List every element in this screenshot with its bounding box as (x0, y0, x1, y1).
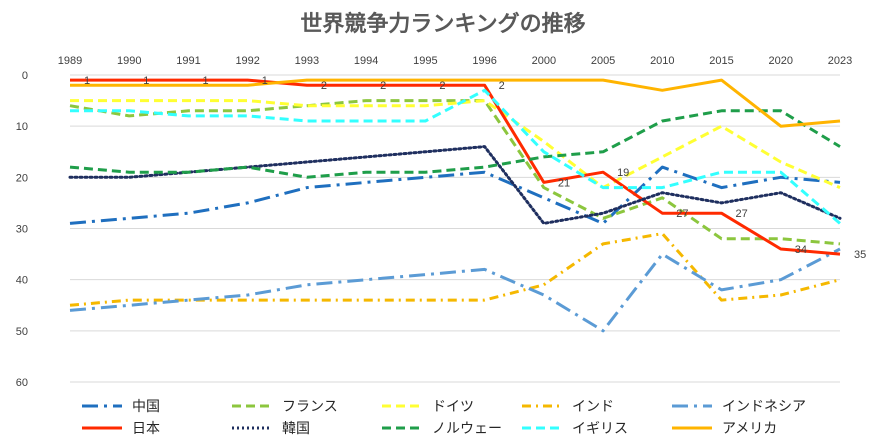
x-tick-label: 2020 (769, 55, 793, 67)
series-line-1 (69, 99, 841, 246)
legend-label-1: フランス (282, 399, 338, 415)
x-tick-label: 1993 (295, 55, 319, 67)
x-tick-label: 1996 (472, 55, 496, 67)
series-lines (68, 78, 842, 333)
japan-data-label: 27 (736, 208, 748, 220)
japan-data-label: 1 (202, 75, 208, 87)
grid-lines (70, 74, 840, 383)
chart-title: 世界競争力ランキングの推移 (300, 11, 585, 37)
legend-label-2: ドイツ (432, 399, 474, 415)
japan-data-label: 2 (499, 80, 505, 92)
x-tick-label: 2015 (709, 55, 733, 67)
x-tick-label: 1994 (354, 55, 378, 67)
x-tick-label: 2005 (591, 55, 615, 67)
legend-label-0: 中国 (132, 399, 160, 415)
japan-data-label: 34 (795, 244, 807, 256)
legend-label-5: 日本 (132, 421, 160, 437)
x-tick-label: 2000 (532, 55, 556, 67)
y-tick-label: 10 (16, 121, 28, 133)
legend-label-4: インドネシア (722, 399, 806, 415)
japan-data-label: 27 (676, 208, 688, 220)
y-tick-label: 40 (16, 275, 28, 287)
data-labels: 1 1 1 1 2 2 2 2 21 19 27 27 34 35 (84, 75, 866, 261)
legend-label-7: ノルウェー (432, 421, 502, 437)
x-tick-label: 1989 (58, 55, 82, 67)
x-tick-label: 1990 (117, 55, 141, 67)
series-line-9 (70, 78, 841, 128)
series-line-4 (69, 247, 841, 333)
japan-data-label: 1 (143, 75, 149, 87)
y-tick-label: 30 (16, 224, 28, 236)
x-tick-label: 1991 (176, 55, 200, 67)
japan-data-label: 1 (262, 75, 268, 87)
japan-data-label: 2 (380, 80, 386, 92)
series-line-2 (70, 99, 841, 190)
legend-label-8: イギリス (572, 421, 628, 437)
japan-data-label: 21 (558, 177, 570, 189)
series-line-0 (69, 165, 841, 225)
legend-label-9: アメリカ (722, 421, 777, 437)
series-line-8 (70, 88, 841, 225)
x-tick-label: 2023 (828, 55, 852, 67)
y-axis-ticks: 0 10 20 30 40 50 60 (16, 70, 28, 389)
japan-data-label: 19 (617, 167, 629, 179)
legend-label-3: インド (572, 399, 614, 415)
japan-data-label: 2 (321, 80, 327, 92)
y-tick-label: 20 (16, 172, 28, 184)
x-tick-label: 1992 (235, 55, 259, 67)
japan-data-label: 1 (84, 75, 90, 87)
series-line-7 (69, 109, 841, 179)
japan-data-label: 35 (854, 249, 866, 261)
x-tick-label: 2010 (650, 55, 674, 67)
series-line-5 (70, 78, 841, 256)
y-tick-label: 50 (16, 326, 28, 338)
series-line-3 (69, 232, 841, 307)
japan-data-label: 2 (439, 80, 445, 92)
y-tick-label: 0 (22, 70, 28, 82)
series-line-6 (68, 145, 842, 225)
x-tick-label: 1995 (413, 55, 437, 67)
legend-label-6: 韓国 (282, 421, 310, 437)
x-axis-ticks: 1989 1990 1991 1992 1993 1994 1995 1996 2000 2005… (58, 55, 852, 67)
y-tick-label: 60 (16, 377, 28, 389)
